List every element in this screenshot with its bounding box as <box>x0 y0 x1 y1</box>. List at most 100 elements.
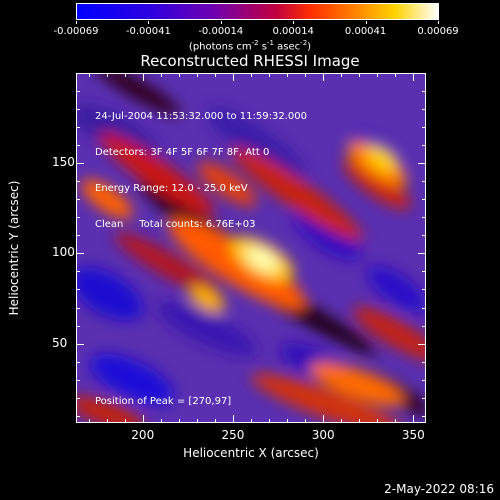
x-tick-label: 350 <box>401 428 425 442</box>
x-minor-tick <box>124 73 126 77</box>
y-minor-tick <box>422 271 426 273</box>
colorbar-units: (photons cm-2 s-1 asec-2) <box>188 39 312 53</box>
colorbar-tick <box>438 21 439 24</box>
y-tick <box>418 163 426 165</box>
y-minor-tick <box>422 235 426 237</box>
y-minor-tick <box>76 325 80 327</box>
x-tick <box>232 415 234 423</box>
x-minor-tick <box>214 73 216 77</box>
x-tick-label: 200 <box>131 428 155 442</box>
time-range: 24-Jul-2004 11:53:32.000 to 11:59:32.000 <box>95 111 307 122</box>
x-minor-tick <box>196 73 198 77</box>
x-minor-tick <box>341 73 343 77</box>
x-minor-tick <box>214 419 216 423</box>
colorbar-tick <box>148 21 150 24</box>
y-minor-tick <box>76 199 80 201</box>
x-minor-tick <box>377 73 379 77</box>
x-minor-tick <box>251 419 252 423</box>
y-minor-tick <box>422 109 426 111</box>
y-minor-tick <box>76 181 80 183</box>
colorbar-tick-label: 0.00014 <box>272 26 314 37</box>
y-minor-tick <box>76 235 80 237</box>
colorbar-tick-label: -0.00014 <box>198 26 244 37</box>
x-minor-tick <box>88 73 90 77</box>
y-tick <box>418 253 426 255</box>
y-tick <box>76 163 84 165</box>
x-minor-tick <box>196 419 198 423</box>
y-minor-tick <box>422 217 426 219</box>
y-tick-label: 100 <box>52 245 75 260</box>
y-minor-tick <box>422 415 426 417</box>
x-tick-label: 300 <box>311 428 335 442</box>
image-heatmap <box>77 74 425 422</box>
x-minor-tick <box>88 419 90 423</box>
colorbar-tick <box>293 21 295 24</box>
x-minor-tick <box>359 419 361 423</box>
y-minor-tick <box>422 145 426 147</box>
y-minor-tick <box>422 397 426 399</box>
x-tick <box>413 415 415 423</box>
x-minor-tick <box>395 419 397 423</box>
x-minor-tick <box>341 419 343 423</box>
x-minor-tick <box>269 419 271 423</box>
x-minor-tick <box>178 73 180 77</box>
y-axis-label: Heliocentric Y (arcsec) <box>7 180 21 316</box>
y-tick <box>418 343 426 345</box>
x-tick <box>413 73 415 81</box>
x-tick-label: 250 <box>221 428 245 442</box>
y-minor-tick <box>422 361 426 363</box>
x-minor-tick <box>305 419 307 423</box>
info-text: 24-Jul-2004 11:53:32.000 to 11:59:32.000… <box>95 87 307 255</box>
y-tick <box>76 253 84 255</box>
x-minor-tick <box>395 73 397 77</box>
y-minor-tick <box>422 181 426 183</box>
y-minor-tick <box>76 217 80 219</box>
x-tick <box>323 415 325 423</box>
peak-position: Position of Peak = [270,97] <box>95 396 232 407</box>
rhessi-image: 24-Jul-2004 11:53:32.000 to 11:59:32.000… <box>76 73 426 423</box>
y-tick-label: 150 <box>52 155 75 170</box>
y-minor-tick <box>422 91 426 93</box>
method-counts: Clean Total counts: 6.76E+03 <box>95 219 256 230</box>
y-minor-tick <box>422 199 426 201</box>
x-minor-tick <box>377 419 379 423</box>
x-axis-label: Heliocentric X (arcsec) <box>183 446 319 460</box>
y-minor-tick <box>422 289 426 291</box>
y-minor-tick <box>422 127 426 129</box>
energy-range: Energy Range: 12.0 - 25.0 keV <box>95 183 248 194</box>
x-tick <box>142 73 144 81</box>
image-title: Reconstructed RHESSI Image <box>140 52 360 70</box>
y-minor-tick <box>76 127 80 129</box>
x-tick <box>142 415 144 423</box>
y-minor-tick <box>76 379 80 381</box>
x-minor-tick <box>269 73 271 77</box>
colorbar-tick <box>220 21 222 24</box>
x-minor-tick <box>160 73 162 77</box>
detectors: Detectors: 3F 4F 5F 6F 7F 8F, Att 0 <box>95 147 270 158</box>
y-minor-tick <box>76 145 80 147</box>
x-minor-tick <box>124 419 126 423</box>
colorbar-tick-label: 0.00069 <box>417 26 459 37</box>
timestamp: 2-May-2022 08:16 <box>384 482 494 496</box>
x-minor-tick <box>106 73 108 77</box>
y-minor-tick <box>76 289 80 291</box>
y-minor-tick <box>422 307 426 309</box>
y-minor-tick <box>76 271 80 273</box>
x-minor-tick <box>160 419 162 423</box>
x-minor-tick <box>359 73 361 77</box>
x-minor-tick <box>251 73 252 77</box>
y-minor-tick <box>76 109 80 111</box>
colorbar-tick-label: -0.00069 <box>53 26 99 37</box>
colorbar-tick <box>76 21 77 24</box>
y-minor-tick <box>76 415 80 417</box>
x-tick <box>323 73 325 81</box>
y-tick <box>76 343 84 345</box>
x-minor-tick <box>178 419 180 423</box>
y-minor-tick <box>76 307 80 309</box>
y-minor-tick <box>76 361 80 363</box>
y-minor-tick <box>422 379 426 381</box>
colorbar-tick-label: -0.00041 <box>125 26 171 37</box>
colorbar-tick-label: 0.00041 <box>344 26 387 37</box>
x-minor-tick <box>305 73 307 77</box>
colorbar <box>76 3 439 20</box>
